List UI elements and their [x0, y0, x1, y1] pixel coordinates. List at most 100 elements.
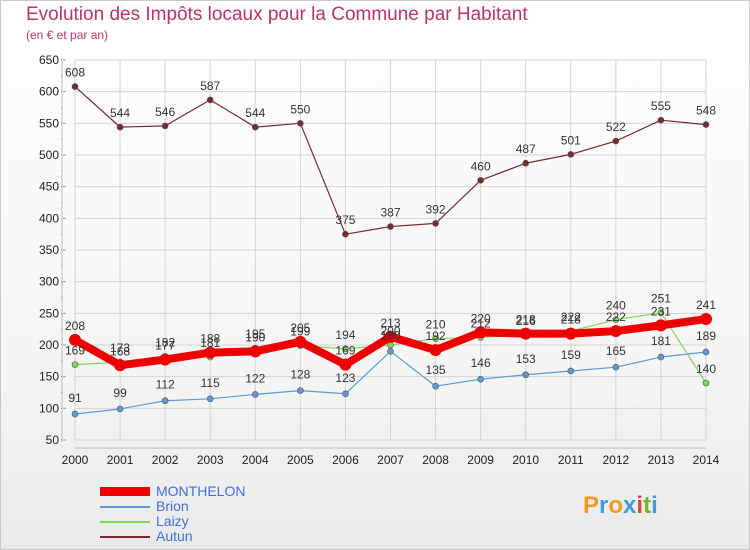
data-label-brion: 146	[471, 356, 491, 370]
data-point-monthelon	[339, 358, 352, 371]
logo-letter: o	[608, 492, 624, 519]
data-label-laizy: 182	[155, 335, 175, 349]
data-label-monthelon: 208	[65, 319, 85, 333]
data-point-autun	[251, 123, 259, 131]
chart-subtitle: (en € et par an)	[26, 28, 109, 42]
data-point-laizy	[342, 345, 349, 353]
y-tick-label: 500	[39, 148, 59, 162]
data-point-laizy	[702, 379, 710, 387]
data-label-autun: 460	[471, 159, 491, 173]
data-label-brion: 190	[380, 328, 400, 342]
data-label-autun: 487	[516, 142, 536, 156]
legend-item-monthelon: MONTHELON	[100, 484, 245, 499]
data-point-monthelon	[519, 327, 532, 340]
data-label-autun: 375	[335, 213, 355, 227]
x-tick-label: 2013	[648, 453, 675, 467]
data-label-laizy: 169	[65, 344, 85, 358]
y-tick-label: 250	[39, 306, 59, 320]
data-point-autun	[477, 177, 484, 184]
data-label-autun: 546	[155, 105, 175, 119]
data-point-laizy	[387, 341, 394, 349]
data-point-brion	[251, 391, 259, 398]
logo-letter: r	[599, 492, 609, 519]
y-tick-label: 350	[39, 243, 59, 257]
data-label-autun: 555	[651, 99, 671, 113]
legend-item-brion: Brion	[100, 499, 245, 514]
data-point-autun	[432, 220, 439, 227]
data-point-monthelon	[204, 346, 217, 359]
data-label-laizy: 173	[110, 341, 130, 355]
chart-title: Evolution des Impôts locaux pour la Comm…	[26, 4, 528, 25]
data-label-brion: 135	[426, 363, 446, 377]
data-label-autun: 544	[245, 106, 265, 120]
y-tick-label: 300	[39, 275, 59, 289]
data-point-autun	[702, 121, 710, 128]
data-point-monthelon	[114, 359, 127, 372]
legend-label: Laizy	[156, 513, 189, 529]
y-tick-label: 150	[39, 370, 59, 384]
data-label-monthelon: 177	[155, 339, 175, 353]
legend-swatch	[100, 520, 150, 523]
y-tick-label: 650	[39, 53, 59, 67]
data-point-autun	[387, 223, 394, 230]
data-label-laizy: 216	[516, 314, 536, 328]
data-label-monthelon: 168	[110, 344, 130, 358]
data-label-laizy: 200	[380, 324, 400, 338]
data-label-monthelon: 188	[200, 332, 220, 346]
data-point-brion	[116, 405, 124, 413]
data-label-monthelon: 231	[651, 304, 671, 318]
y-tick-label: 450	[39, 180, 59, 194]
x-tick-label: 2007	[377, 453, 404, 467]
data-label-brion: 122	[245, 371, 265, 385]
data-point-brion	[522, 371, 530, 379]
data-point-monthelon	[429, 344, 442, 357]
data-point-autun	[567, 151, 575, 158]
data-point-autun	[71, 83, 79, 90]
x-tick-label: 2010	[512, 453, 539, 467]
data-point-brion	[567, 367, 575, 375]
legend-swatch	[100, 505, 150, 508]
data-label-monthelon: 205	[290, 321, 310, 335]
legend-swatch	[100, 535, 150, 538]
data-label-brion: 112	[156, 378, 175, 392]
y-tick-label: 550	[39, 116, 59, 130]
data-label-autun: 608	[65, 66, 85, 80]
x-tick-label: 2000	[62, 453, 89, 467]
data-label-brion: 181	[651, 334, 671, 348]
data-point-monthelon	[474, 326, 487, 339]
data-label-brion: 91	[68, 391, 82, 405]
data-point-monthelon	[654, 319, 667, 332]
data-point-autun	[206, 96, 214, 104]
data-label-autun: 587	[200, 79, 220, 93]
data-point-laizy	[71, 361, 79, 368]
x-tick-label: 2012	[603, 453, 630, 467]
data-label-autun: 501	[561, 133, 581, 147]
data-point-brion	[432, 382, 439, 390]
data-point-autun	[657, 116, 665, 124]
data-label-monthelon: 220	[471, 311, 491, 325]
data-point-autun	[297, 120, 304, 127]
x-tick-label: 2011	[558, 453, 584, 467]
data-label-monthelon: 222	[606, 310, 626, 324]
data-point-autun	[161, 122, 169, 130]
legend-label: Autun	[156, 528, 193, 544]
data-label-laizy: 194	[335, 328, 355, 342]
data-label-monthelon: 192	[426, 329, 446, 343]
data-label-monthelon: 218	[516, 313, 536, 327]
x-tick-label: 2001	[107, 453, 134, 467]
data-label-laizy: 210	[426, 318, 446, 332]
data-point-brion	[206, 395, 214, 403]
logo-letter: x	[623, 492, 637, 519]
data-label-laizy: 212	[471, 316, 491, 330]
data-label-brion: 128	[290, 368, 310, 382]
data-label-brion: 189	[696, 329, 716, 343]
data-label-monthelon: 190	[245, 330, 265, 344]
data-label-brion: 123	[335, 371, 355, 385]
y-tick-label: 200	[39, 338, 59, 352]
data-label-autun: 548	[696, 104, 716, 118]
data-point-autun	[116, 123, 124, 131]
data-point-autun	[342, 230, 349, 238]
data-point-monthelon	[384, 330, 397, 343]
data-point-brion	[161, 397, 169, 405]
